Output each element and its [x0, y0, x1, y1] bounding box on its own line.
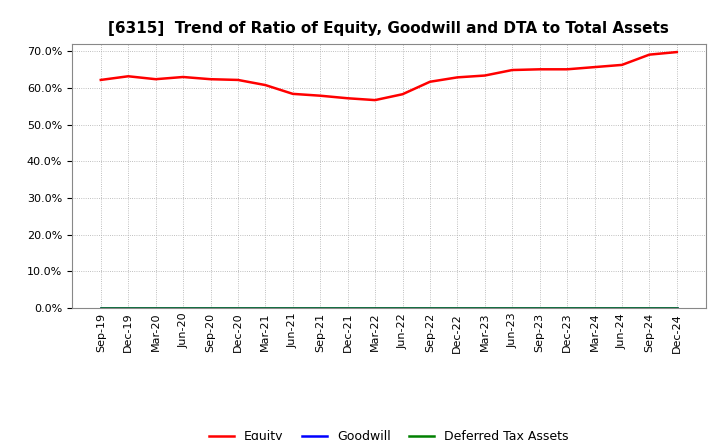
Deferred Tax Assets [96, 305, 105, 311]
Equity [672, 49, 681, 55]
Goodwill [426, 305, 434, 311]
Goodwill [590, 305, 599, 311]
Equity [343, 95, 352, 101]
Equity [179, 74, 187, 80]
Deferred Tax Assets [536, 305, 544, 311]
Goodwill [371, 305, 379, 311]
Deferred Tax Assets [508, 305, 516, 311]
Line: Equity: Equity [101, 52, 677, 100]
Equity [124, 73, 132, 79]
Deferred Tax Assets [426, 305, 434, 311]
Equity [453, 75, 462, 80]
Equity [508, 67, 516, 73]
Goodwill [316, 305, 325, 311]
Deferred Tax Assets [179, 305, 187, 311]
Deferred Tax Assets [124, 305, 132, 311]
Equity [151, 77, 160, 82]
Equity [371, 97, 379, 103]
Goodwill [453, 305, 462, 311]
Deferred Tax Assets [261, 305, 270, 311]
Equity [233, 77, 242, 83]
Goodwill [618, 305, 626, 311]
Goodwill [124, 305, 132, 311]
Equity [618, 62, 626, 67]
Equity [261, 82, 270, 88]
Goodwill [672, 305, 681, 311]
Deferred Tax Assets [206, 305, 215, 311]
Goodwill [480, 305, 489, 311]
Goodwill [398, 305, 407, 311]
Equity [426, 79, 434, 84]
Deferred Tax Assets [453, 305, 462, 311]
Deferred Tax Assets [233, 305, 242, 311]
Deferred Tax Assets [590, 305, 599, 311]
Equity [563, 66, 572, 72]
Equity [289, 91, 297, 96]
Deferred Tax Assets [371, 305, 379, 311]
Goodwill [261, 305, 270, 311]
Goodwill [206, 305, 215, 311]
Deferred Tax Assets [151, 305, 160, 311]
Goodwill [645, 305, 654, 311]
Deferred Tax Assets [563, 305, 572, 311]
Title: [6315]  Trend of Ratio of Equity, Goodwill and DTA to Total Assets: [6315] Trend of Ratio of Equity, Goodwil… [109, 21, 669, 36]
Deferred Tax Assets [618, 305, 626, 311]
Goodwill [233, 305, 242, 311]
Deferred Tax Assets [480, 305, 489, 311]
Equity [96, 77, 105, 83]
Equity [316, 93, 325, 98]
Goodwill [151, 305, 160, 311]
Deferred Tax Assets [289, 305, 297, 311]
Deferred Tax Assets [672, 305, 681, 311]
Equity [590, 64, 599, 70]
Deferred Tax Assets [398, 305, 407, 311]
Goodwill [536, 305, 544, 311]
Deferred Tax Assets [343, 305, 352, 311]
Equity [398, 92, 407, 97]
Legend: Equity, Goodwill, Deferred Tax Assets: Equity, Goodwill, Deferred Tax Assets [204, 425, 574, 440]
Equity [206, 77, 215, 82]
Goodwill [508, 305, 516, 311]
Equity [645, 52, 654, 57]
Goodwill [96, 305, 105, 311]
Goodwill [563, 305, 572, 311]
Goodwill [289, 305, 297, 311]
Equity [536, 66, 544, 72]
Goodwill [343, 305, 352, 311]
Deferred Tax Assets [316, 305, 325, 311]
Deferred Tax Assets [645, 305, 654, 311]
Goodwill [179, 305, 187, 311]
Equity [480, 73, 489, 78]
